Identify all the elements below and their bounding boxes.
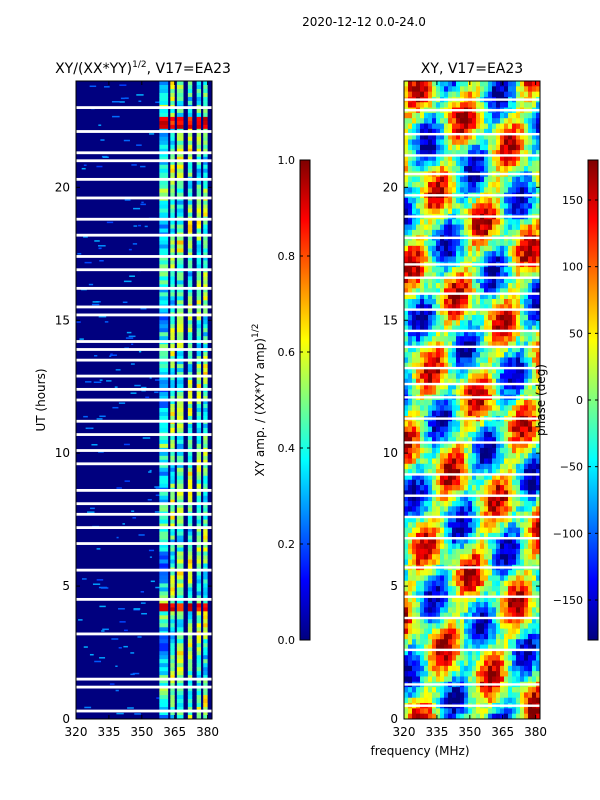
colorbar-tick-label: 100 (562, 261, 583, 274)
amplitude-colorbar-label: XY amp. / (XX*YY amp)1/2 (251, 324, 267, 477)
colorbar-tick-label: 0.8 (278, 250, 296, 263)
phase-axes-frame (403, 80, 541, 720)
x-tick-label: 380 (524, 725, 547, 739)
x-tick-label: 365 (163, 725, 186, 739)
x-tick-label: 365 (491, 725, 514, 739)
phase-colorbar: −150 −100 −50 0 50 100 150 phase (deg) (534, 159, 599, 641)
x-tick-label: 335 (425, 725, 448, 739)
x-tick-label: 350 (130, 725, 153, 739)
shared-xlabel: frequency (MHz) (370, 744, 469, 758)
amplitude-panel-title: XY/(XX*YY)1/2, V17=EA23 (55, 60, 231, 77)
amplitude-ratio-panel: XY/(XX*YY)1/2, V17=EA23 320 335 350 365 380 0… (34, 60, 231, 739)
amplitude-colorbar: 0.0 0.2 0.4 0.6 0.8 1.0 XY amp. / (XX*YY amp)… (251, 154, 311, 647)
colorbar-tick-label: 0.4 (278, 442, 296, 455)
y-tick-label: 10 (383, 446, 398, 460)
amplitude-heatmap (76, 81, 212, 719)
y-tick-label: 0 (390, 712, 398, 726)
x-tick-label: 320 (393, 725, 416, 739)
x-tick-label: 380 (196, 725, 219, 739)
colorbar-tick-label: 50 (569, 327, 583, 340)
y-tick-label: 5 (390, 579, 398, 593)
phase-heatmap (404, 81, 540, 719)
amplitude-axes-frame (75, 80, 213, 720)
y-tick-label: 15 (55, 313, 70, 327)
amplitude-colorbar-ticks: 0.0 0.2 0.4 0.6 0.8 1.0 (278, 154, 310, 647)
figure-suptitle: 2020-12-12 0.0-24.0 (302, 15, 426, 29)
x-tick-label: 350 (458, 725, 481, 739)
colorbar-tick-label: −50 (560, 461, 583, 474)
colorbar-tick-label: 150 (562, 194, 583, 207)
amplitude-ylabel: UT (hours) (34, 368, 48, 431)
colorbar-tick-label: 0 (576, 394, 583, 407)
colorbar-tick-label: −150 (553, 594, 583, 607)
phase-colorbar-ticks: −150 −100 −50 0 50 100 150 (553, 194, 598, 607)
phase-colorbar-label: phase (deg) (534, 364, 548, 436)
y-tick-label: 20 (55, 180, 70, 194)
x-tick-label: 320 (65, 725, 88, 739)
y-tick-label: 5 (62, 579, 70, 593)
colorbar-tick-label: 0.2 (278, 538, 296, 551)
colorbar-tick-label: −100 (553, 527, 583, 540)
amplitude-axis-ticks: 320 335 350 365 380 0 5 10 15 20 (55, 81, 219, 739)
phase-axis-ticks: 320 335 350 365 380 0 5 10 15 20 (383, 81, 547, 739)
amplitude-colorbar-gradient (299, 159, 311, 641)
colorbar-tick-label: 0.0 (278, 634, 296, 647)
x-tick-label: 335 (97, 725, 120, 739)
phase-panel-title: XY, V17=EA23 (421, 61, 523, 77)
y-tick-label: 20 (383, 180, 398, 194)
y-tick-label: 10 (55, 446, 70, 460)
y-tick-label: 15 (383, 313, 398, 327)
colorbar-tick-label: 0.6 (278, 346, 296, 359)
phase-panel: XY, V17=EA23 320 335 350 365 380 0 5 10 15 20 (383, 61, 547, 739)
colorbar-tick-label: 1.0 (278, 154, 296, 167)
y-tick-label: 0 (62, 712, 70, 726)
